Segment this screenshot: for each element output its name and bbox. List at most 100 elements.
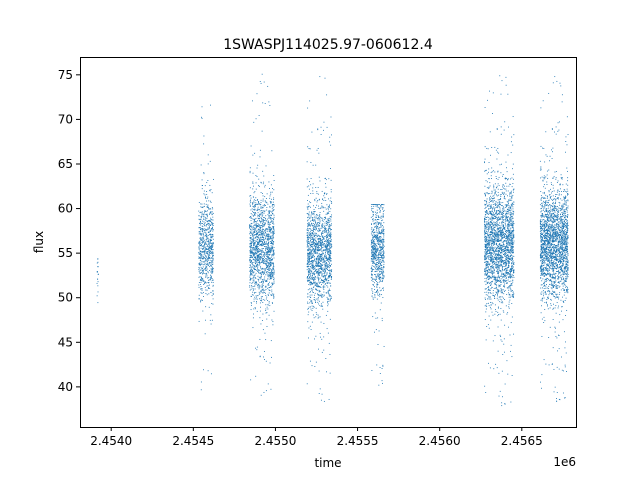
data-point [507,312,509,314]
data-point [212,268,214,269]
data-point [198,253,200,255]
data-point [262,102,264,104]
data-point [371,231,373,233]
data-point [255,236,257,238]
data-point [264,196,266,198]
data-point [199,221,201,223]
data-point [318,271,320,273]
data-point [381,294,383,296]
data-point [315,249,317,251]
data-point [249,259,251,261]
data-point [264,184,266,186]
data-point [269,230,271,232]
data-point [328,220,329,222]
data-point [253,192,255,194]
data-point [308,248,310,250]
data-point [260,207,262,208]
data-point [212,253,214,255]
data-point [271,254,273,256]
data-point [500,292,502,294]
data-point [259,285,261,286]
data-point [489,197,491,199]
data-point [206,182,208,184]
data-point [258,239,260,241]
data-point [254,232,256,234]
data-point [315,262,317,263]
data-point [258,257,260,259]
data-point [381,368,383,369]
data-point [260,277,262,279]
data-point [382,253,384,255]
data-point [381,215,383,217]
data-point [379,210,381,212]
data-point [202,270,204,272]
data-point [262,302,264,303]
data-point [378,266,380,268]
data-point [261,270,263,272]
data-point [374,234,376,236]
data-point [262,252,264,253]
data-point [324,77,326,79]
data-point [490,214,492,216]
data-point [325,257,327,259]
data-point [249,203,251,205]
data-point [256,283,258,285]
data-point [268,233,270,235]
data-point [381,232,383,234]
data-point [328,230,330,232]
data-point [262,224,264,226]
data-point [258,248,260,250]
data-point [200,300,202,302]
data-point [256,247,258,249]
data-point [501,227,503,229]
data-point [266,228,268,229]
data-point [266,265,268,267]
data-point [250,295,252,297]
data-point [501,405,503,407]
data-point [253,264,255,266]
data-point [327,302,328,304]
data-point [261,289,263,291]
data-point [212,226,213,228]
data-point [488,207,490,209]
data-point [210,201,212,203]
data-point [206,235,208,237]
data-point [270,265,272,267]
data-point [259,270,261,272]
data-point [509,274,511,276]
data-point [210,243,212,245]
data-point [508,220,510,222]
data-point [499,269,501,271]
data-point [270,275,272,277]
data-point [315,229,317,231]
data-point [329,227,331,229]
data-point [251,257,253,258]
data-point [494,241,495,243]
data-point [509,259,511,261]
data-point [376,298,378,300]
data-point [315,232,317,234]
data-point [210,323,212,325]
data-point [493,253,495,255]
data-point [315,263,317,265]
data-point [269,227,271,229]
data-point [199,241,201,243]
data-point [377,259,379,261]
data-point [317,219,319,221]
data-point [268,301,270,303]
data-point [500,247,502,248]
data-point [329,244,331,246]
data-point [331,246,333,248]
data-point [200,242,201,244]
data-point [375,217,377,218]
data-point [253,221,255,223]
data-point [380,236,382,238]
data-point [312,229,314,231]
data-point [311,302,312,304]
data-point [313,269,315,270]
data-point [269,197,271,199]
data-point [318,300,320,302]
data-point [208,228,210,230]
data-point [508,286,510,288]
data-point [376,235,378,237]
